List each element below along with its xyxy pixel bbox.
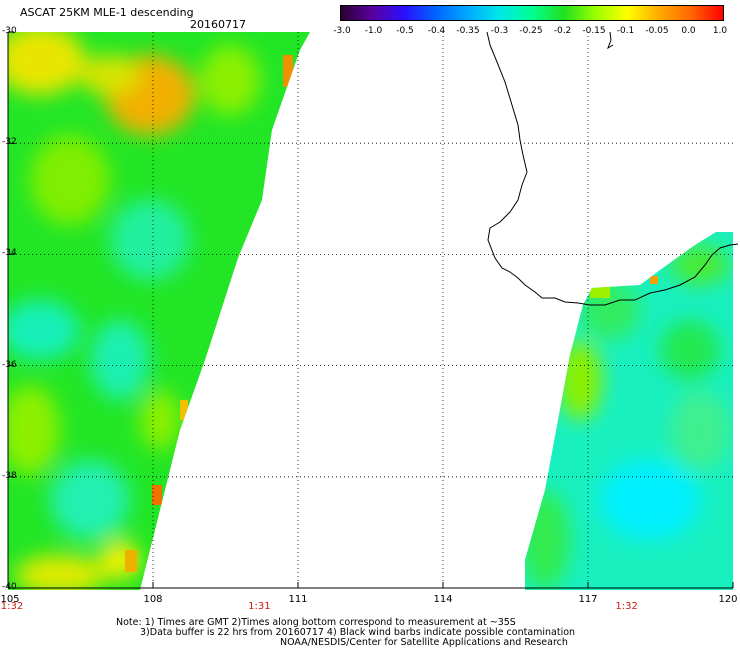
longitude-label: 114 [433, 594, 453, 605]
latitude-label: -40 [2, 582, 17, 592]
colorbar-tick-label: -0.15 [582, 26, 606, 36]
colorbar-tick-label: -0.4 [427, 26, 446, 36]
coastline [486, 31, 739, 306]
latitude-label: -32 [2, 137, 17, 148]
latitude-label: -38 [2, 470, 17, 481]
longitude-label: 117 [578, 594, 598, 605]
time-label: 1:31 [248, 601, 271, 612]
colorbar-tick-label: -0.2 [553, 26, 572, 36]
latitude-label: -34 [2, 248, 17, 259]
colorbar-tick-label: -0.5 [396, 26, 414, 36]
left-swath [8, 32, 310, 590]
longitude-label: 111 [288, 594, 308, 605]
map-grid [7, 31, 734, 589]
longitude-label: 105 [0, 594, 20, 605]
coastline-north [607, 31, 614, 50]
colorbar-tick-label: -3.0 [333, 26, 351, 36]
colorbar [340, 5, 724, 21]
colorbar-tick-label: 1.0 [712, 26, 728, 36]
colorbar-tick-label: -0.25 [519, 26, 543, 36]
time-label: 1:32 [615, 601, 638, 612]
colorbar-tick-label: 0.0 [681, 26, 696, 36]
latitude-label: -36 [2, 359, 17, 370]
time-label: 1:32 [0, 601, 24, 612]
right-swath [525, 232, 733, 590]
longitude-label: 108 [143, 594, 163, 605]
product-title: ASCAT 25KM MLE-1 descending [20, 6, 194, 19]
product-date: 20160717 [190, 18, 246, 31]
longitude-label: 120 [718, 594, 738, 605]
latitude-label: -30 [2, 26, 17, 36]
colorbar-tick-label: -1.0 [364, 26, 383, 36]
colorbar-tick-label: -0.3 [490, 26, 509, 36]
note-line-1: Note: 1) Times are GMT 2)Times along bot… [116, 617, 516, 628]
colorbar-tick-label: -0.05 [645, 26, 669, 36]
colorbar-tick-label: -0.1 [616, 26, 635, 36]
colorbar-tick-label: -0.35 [456, 26, 480, 36]
note-line-2: 3)Data buffer is 22 hrs from 20160717 4)… [140, 627, 576, 638]
note-line-3: NOAA/NESDIS/Center for Satellite Applica… [280, 637, 568, 648]
